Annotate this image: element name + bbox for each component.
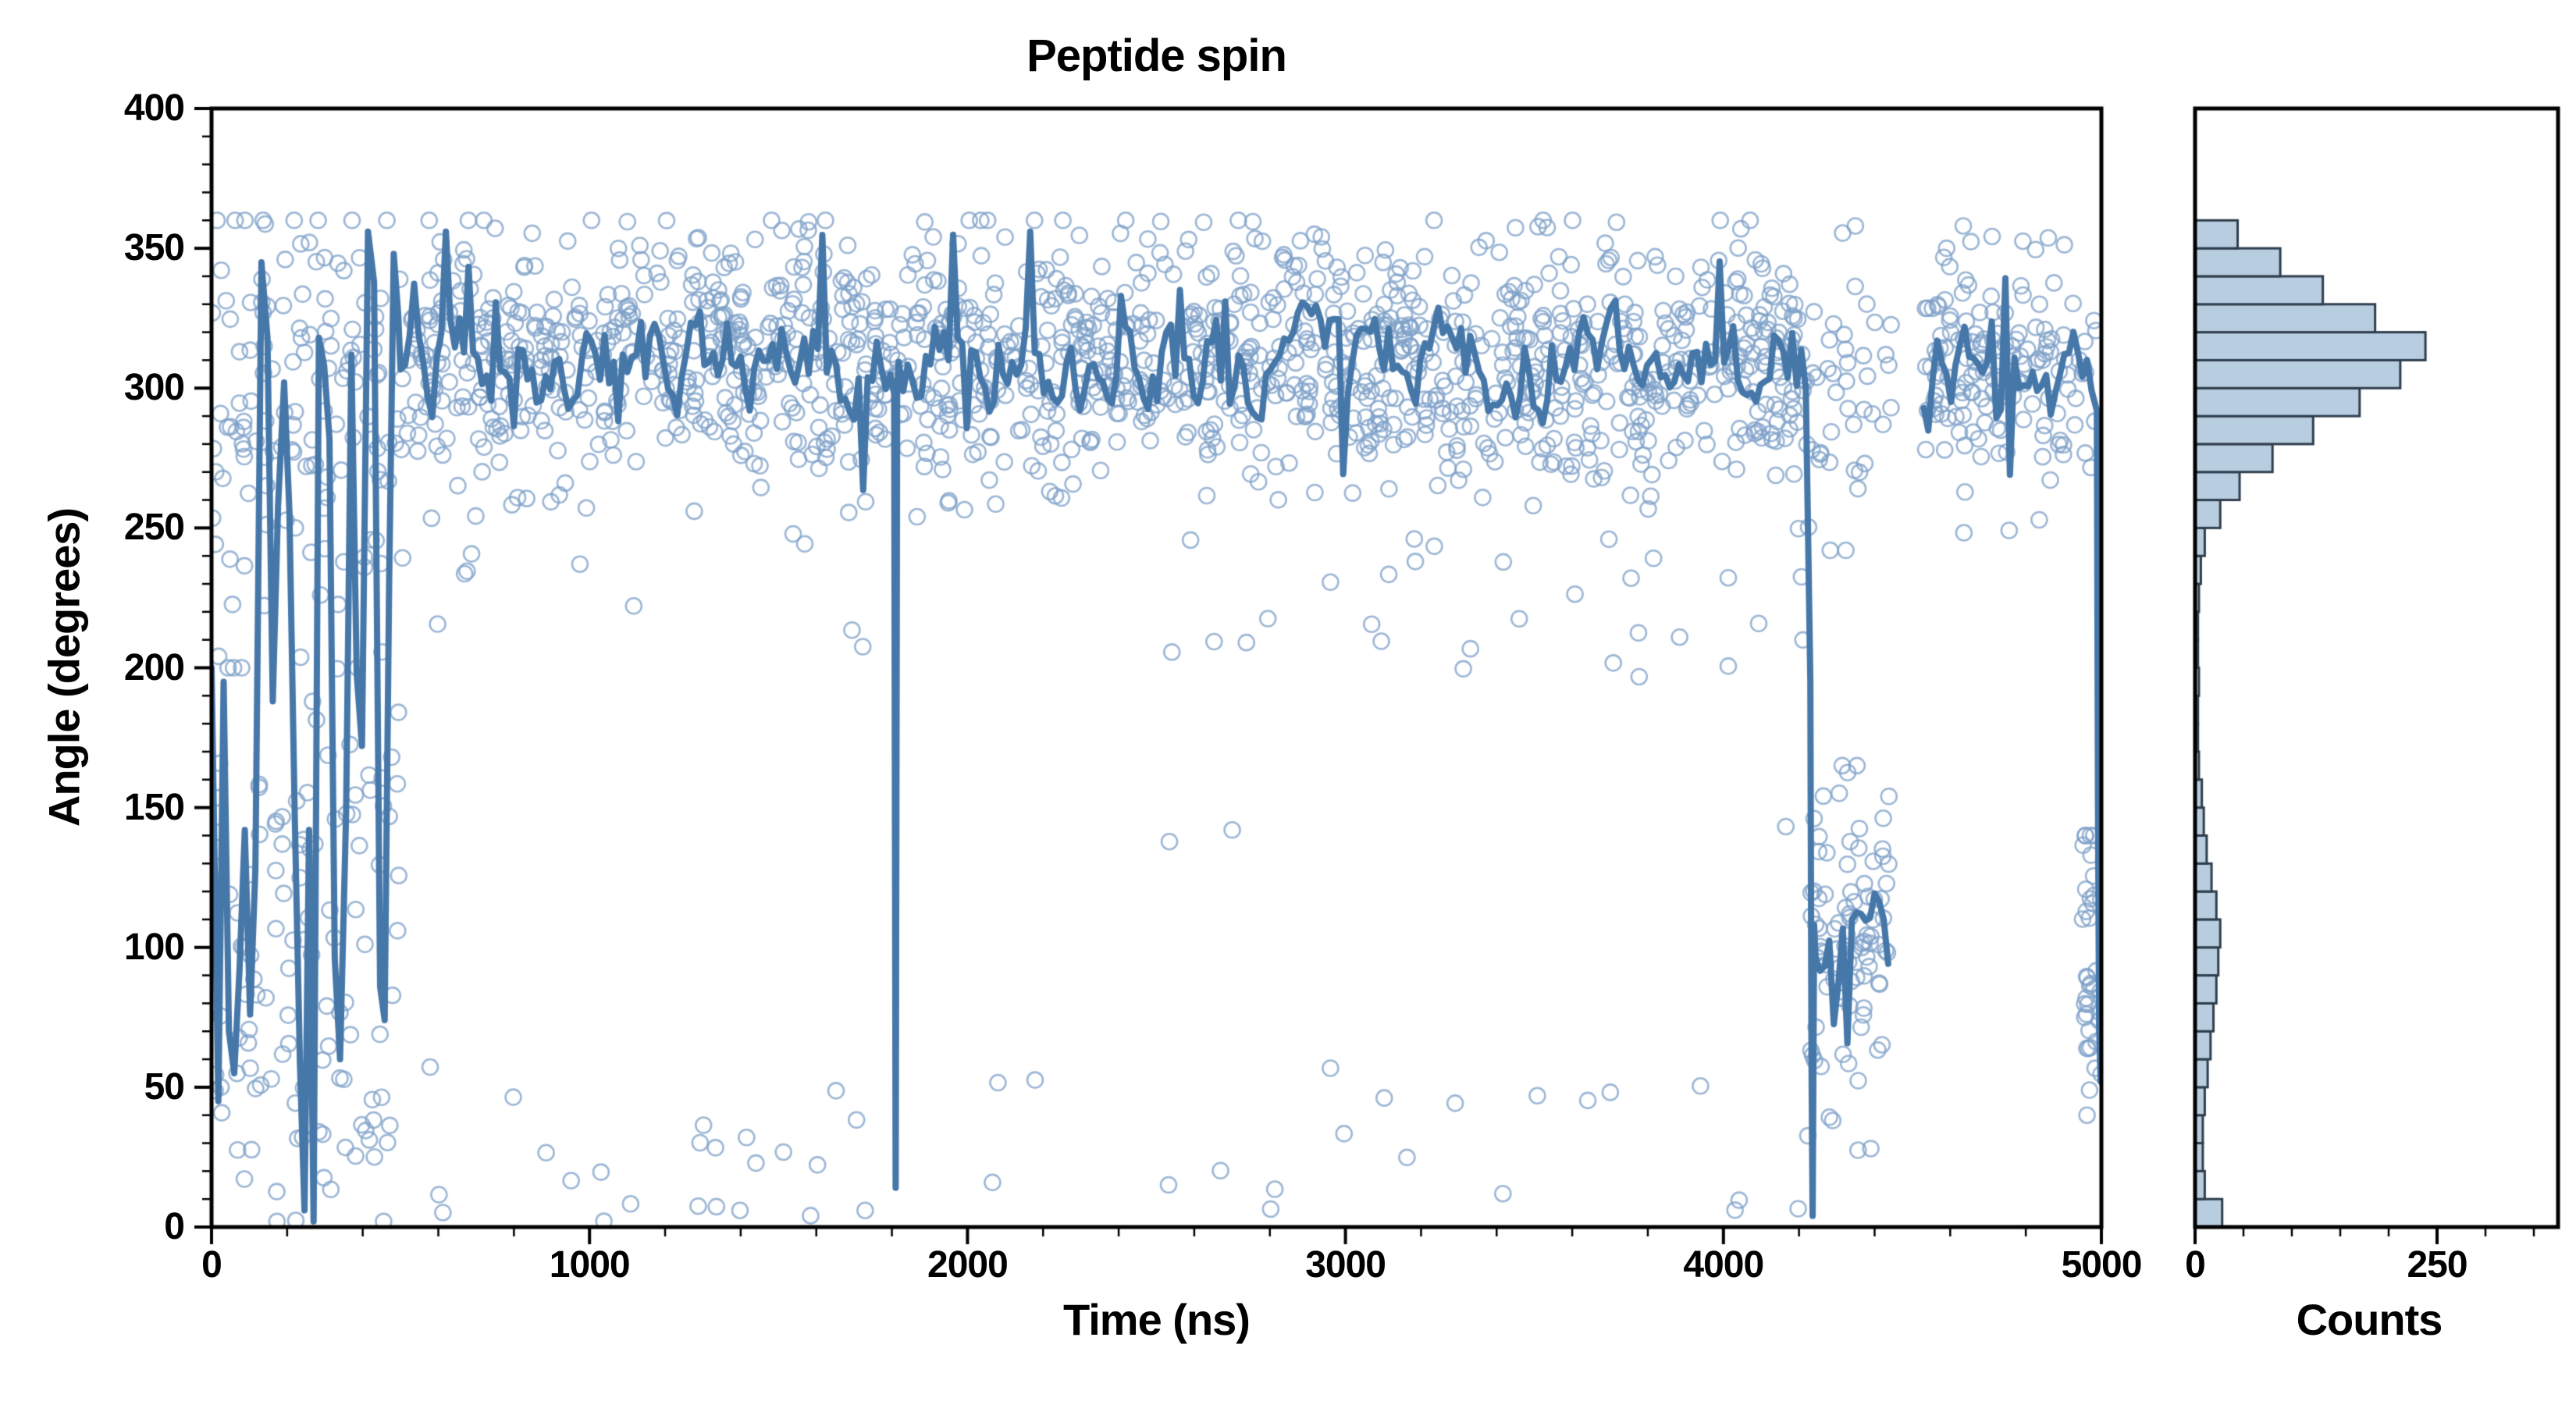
y-tick-label: 50 <box>144 1065 185 1108</box>
x-tick-label: 5000 <box>2061 1244 2143 1286</box>
x-tick-label: 4000 <box>1683 1244 1764 1286</box>
y-tick-label: 200 <box>123 646 185 688</box>
counts-tick-label: 0 <box>2185 1244 2206 1286</box>
x-tick-label: 2000 <box>927 1244 1009 1286</box>
y-tick-label: 250 <box>123 507 185 549</box>
y-tick-label: 350 <box>123 227 185 269</box>
chart-title: Peptide spin <box>1026 30 1287 81</box>
x-tick-label: 0 <box>201 1244 222 1286</box>
y-tick-label: 300 <box>123 367 185 409</box>
counts-tick-label: 250 <box>2407 1244 2467 1286</box>
y-tick-label: 400 <box>123 87 185 129</box>
x-axis-label: Time (ns) <box>1063 1295 1251 1344</box>
y-tick-label: 150 <box>123 786 185 828</box>
x-tick-label: 3000 <box>1305 1244 1386 1286</box>
y-tick-label: 100 <box>123 926 185 968</box>
counts-axis-label: Counts <box>2296 1295 2443 1344</box>
x-tick-label: 1000 <box>549 1244 631 1286</box>
y-tick-label: 0 <box>164 1206 185 1247</box>
